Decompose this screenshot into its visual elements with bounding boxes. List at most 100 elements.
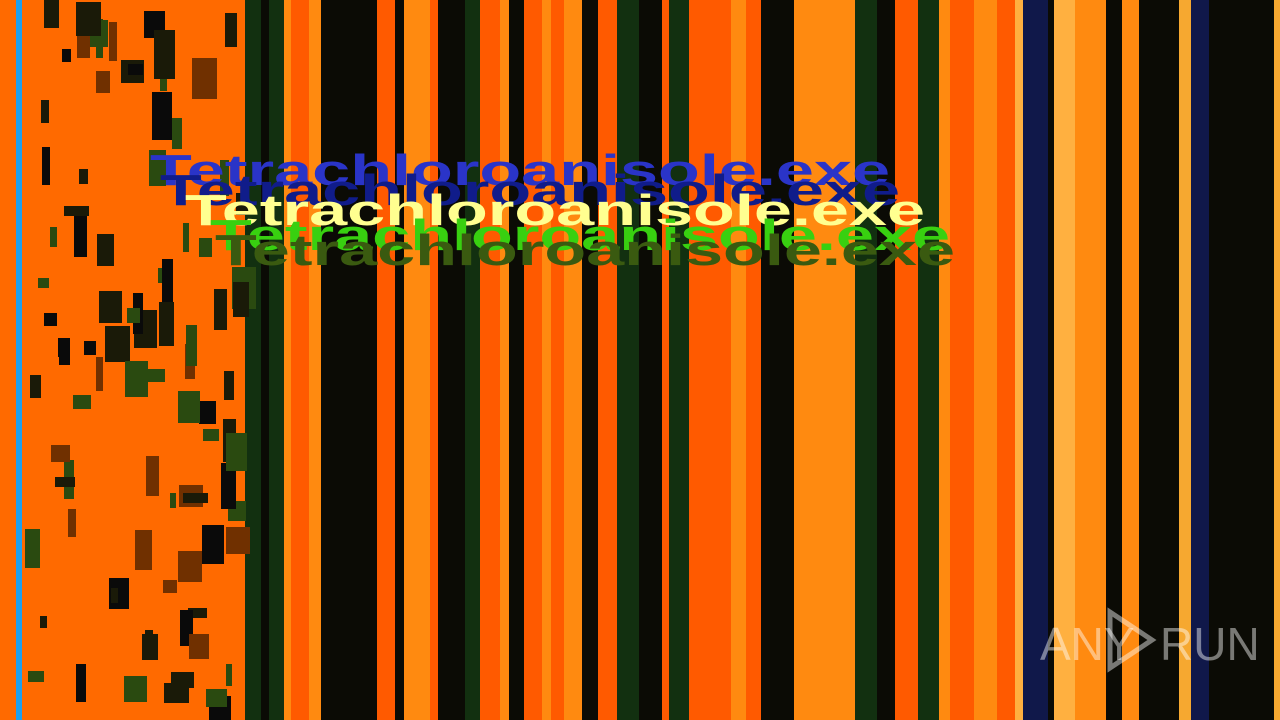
watermark: ANY RUN bbox=[1040, 607, 1260, 673]
stripe bbox=[321, 0, 341, 720]
noise-block bbox=[30, 375, 41, 398]
stripe bbox=[598, 0, 617, 720]
stripe bbox=[997, 0, 1015, 720]
noise-block bbox=[159, 302, 174, 346]
stripe bbox=[465, 0, 480, 720]
noise-block bbox=[152, 92, 172, 140]
stripe bbox=[918, 0, 939, 720]
stripe bbox=[805, 0, 829, 720]
stripe bbox=[1054, 0, 1075, 720]
noise-block bbox=[149, 150, 166, 186]
stripe bbox=[284, 0, 291, 720]
stripe bbox=[662, 0, 669, 720]
noise-block bbox=[124, 676, 147, 702]
noise-block bbox=[226, 433, 247, 471]
stripe bbox=[571, 0, 582, 720]
stripe bbox=[1139, 0, 1163, 720]
left-edge bbox=[16, 0, 22, 720]
stripe bbox=[1232, 0, 1241, 720]
noise-block bbox=[96, 357, 103, 391]
noise-block bbox=[44, 313, 57, 326]
noise-block bbox=[199, 238, 212, 257]
noise-block bbox=[38, 278, 49, 288]
stripe bbox=[564, 0, 571, 720]
noise-block bbox=[183, 493, 208, 503]
stripe bbox=[341, 0, 357, 720]
noise-block bbox=[226, 664, 232, 686]
stripe bbox=[669, 0, 689, 720]
stripe bbox=[829, 0, 855, 720]
stripe bbox=[1179, 0, 1191, 720]
noise-block bbox=[236, 193, 249, 215]
noise-block bbox=[233, 282, 249, 317]
stripes bbox=[25, 0, 1280, 720]
noise-block bbox=[97, 234, 114, 266]
noise-block bbox=[163, 580, 177, 593]
noise-block bbox=[99, 291, 122, 323]
noise-block bbox=[225, 13, 237, 47]
noise-block bbox=[220, 160, 229, 196]
noise-block bbox=[79, 169, 88, 184]
glitch-text: Tetrachloroanisole.exe bbox=[210, 211, 950, 260]
stripe bbox=[974, 0, 981, 720]
watermark-right: RUN bbox=[1160, 618, 1260, 670]
stripe bbox=[939, 0, 950, 720]
noise-block bbox=[73, 395, 91, 409]
stripe bbox=[1209, 0, 1232, 720]
stripe bbox=[1115, 0, 1122, 720]
glitch-text: Tetrachloroanisole.exe bbox=[150, 146, 890, 195]
noise-block bbox=[160, 69, 167, 91]
noise-block bbox=[162, 259, 173, 306]
noise-block bbox=[84, 341, 96, 355]
noise-block bbox=[77, 35, 90, 58]
stripe bbox=[950, 0, 956, 720]
stripe bbox=[1023, 0, 1048, 720]
noise-block bbox=[40, 616, 47, 628]
noise-block bbox=[189, 634, 209, 659]
stripe bbox=[647, 0, 662, 720]
stripe bbox=[551, 0, 564, 720]
stripe bbox=[377, 0, 395, 720]
stripe bbox=[908, 0, 918, 720]
stripe bbox=[761, 0, 772, 720]
glitch-text-layers: Tetrachloroanisole.exe Tetrachloroanisole… bbox=[150, 146, 955, 275]
noise-block bbox=[221, 463, 236, 509]
stripe bbox=[480, 0, 500, 720]
noise-block bbox=[105, 326, 130, 362]
noise-block bbox=[25, 529, 40, 568]
stripe bbox=[509, 0, 524, 720]
noise-block bbox=[206, 689, 227, 707]
stripe bbox=[1048, 0, 1054, 720]
noise-block bbox=[55, 477, 75, 487]
stripe bbox=[1015, 0, 1023, 720]
noise-block bbox=[44, 0, 59, 28]
noise-block bbox=[183, 223, 189, 252]
noise-block bbox=[51, 445, 70, 462]
noise-block bbox=[202, 525, 224, 564]
noise-block bbox=[178, 391, 200, 423]
stripe bbox=[794, 0, 805, 720]
watermark-logo bbox=[1107, 607, 1157, 673]
stripe bbox=[617, 0, 639, 720]
stripe bbox=[1241, 0, 1260, 720]
noise-block bbox=[178, 551, 202, 582]
noise-block bbox=[145, 630, 153, 656]
stripe bbox=[1075, 0, 1095, 720]
noise-block bbox=[41, 100, 49, 123]
noise-block bbox=[50, 227, 57, 247]
noise-block bbox=[127, 308, 140, 323]
stripe bbox=[438, 0, 465, 720]
noise-block bbox=[64, 206, 89, 216]
noise-block bbox=[188, 608, 207, 618]
stripe bbox=[1163, 0, 1179, 720]
stripe bbox=[746, 0, 761, 720]
noise-block bbox=[146, 456, 159, 496]
noise-block bbox=[164, 683, 189, 703]
stripe bbox=[731, 0, 746, 720]
noise-block bbox=[214, 289, 227, 330]
stripe bbox=[404, 0, 430, 720]
noise-block bbox=[96, 71, 110, 93]
noise-block bbox=[58, 338, 70, 357]
noise-block bbox=[170, 493, 176, 508]
